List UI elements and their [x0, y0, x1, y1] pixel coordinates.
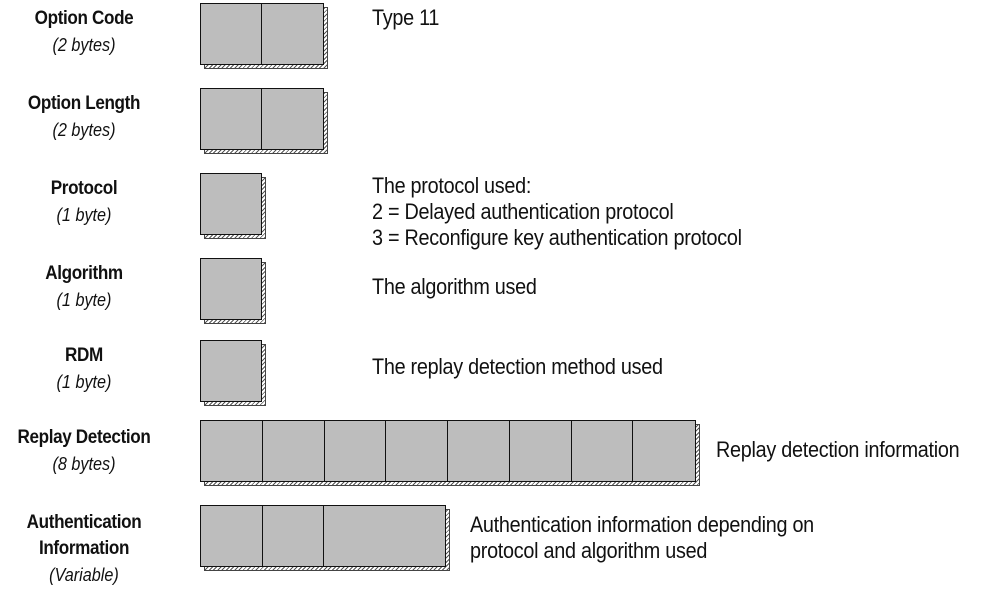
field-name: Authentication — [26, 512, 142, 533]
field-name: RDM — [65, 345, 103, 366]
octet-cell — [201, 89, 263, 149]
octet-box-replay-detection — [200, 420, 700, 486]
octet-cell — [571, 421, 634, 481]
description-line: Type 11 — [372, 5, 440, 30]
octet-cell — [201, 259, 261, 319]
octet-face — [200, 173, 262, 235]
description-line: Replay detection information — [716, 437, 960, 462]
octet-face — [200, 3, 324, 65]
field-label-protocol: Protocol (1 byte) — [0, 176, 168, 228]
description-line: Authentication information depending on — [470, 512, 814, 537]
field-size: (1 byte) — [56, 205, 112, 225]
description-line: The protocol used: — [372, 173, 532, 198]
octet-cell — [262, 89, 323, 149]
octet-cell — [262, 4, 323, 64]
field-label-option-length: Option Length (2 bytes) — [0, 91, 168, 143]
field-name: Protocol — [50, 178, 118, 199]
octet-cell — [509, 421, 572, 481]
description-line: 2 = Delayed authentication protocol — [372, 199, 674, 224]
octet-box-option-code — [200, 3, 328, 69]
octet-box-rdm — [200, 340, 266, 406]
field-name: Information — [38, 538, 130, 559]
octet-box-authentication-information — [200, 505, 450, 571]
field-description-algorithm: The algorithm used — [372, 274, 537, 300]
field-name: Replay Detection — [17, 427, 151, 448]
field-label-option-code: Option Code (2 bytes) — [0, 6, 168, 58]
description-line: 3 = Reconfigure key authentication proto… — [372, 225, 742, 250]
octet-face — [200, 258, 262, 320]
field-size: (2 bytes) — [52, 120, 116, 140]
field-size: (1 byte) — [56, 290, 112, 310]
octet-cell — [201, 421, 263, 481]
octet-cell — [386, 421, 448, 481]
field-description-rdm: The replay detection method used — [372, 354, 663, 380]
octet-cell — [201, 4, 263, 64]
octet-face — [200, 340, 262, 402]
octet-cell — [324, 506, 445, 566]
octet-cell — [201, 174, 261, 234]
description-line: protocol and algorithm used — [470, 538, 708, 563]
octet-cell — [633, 421, 695, 481]
octet-cell — [262, 506, 324, 566]
octet-box-algorithm — [200, 258, 266, 324]
field-name: Option Code — [34, 8, 134, 29]
octet-face — [200, 88, 324, 150]
field-description-protocol: The protocol used: 2 = Delayed authentica… — [372, 173, 742, 251]
octet-cell — [201, 506, 263, 566]
field-label-algorithm: Algorithm (1 byte) — [0, 261, 168, 313]
description-line: The algorithm used — [372, 274, 537, 299]
octet-face — [200, 505, 446, 567]
description-line: The replay detection method used — [372, 354, 663, 379]
field-description-option-code: Type 11 — [372, 5, 439, 31]
field-label-replay-detection: Replay Detection (8 bytes) — [0, 425, 168, 477]
field-label-rdm: RDM (1 byte) — [0, 343, 168, 395]
field-size: (1 byte) — [56, 372, 112, 392]
field-description-authentication-information: Authentication information depending on p… — [470, 512, 814, 564]
octet-cell — [324, 421, 387, 481]
field-description-replay-detection: Replay detection information — [716, 437, 960, 463]
field-name: Option Length — [27, 93, 141, 114]
field-size: (2 bytes) — [52, 35, 116, 55]
octet-cell — [262, 421, 325, 481]
octet-cell — [201, 341, 261, 401]
field-size: (Variable) — [49, 565, 119, 585]
octet-cell — [448, 421, 510, 481]
field-size: (8 bytes) — [52, 454, 116, 474]
octet-box-protocol — [200, 173, 266, 239]
field-label-authentication-information: Authentication Information (Variable) — [0, 510, 168, 588]
field-name: Algorithm — [45, 263, 123, 284]
octet-face — [200, 420, 696, 482]
octet-box-option-length — [200, 88, 328, 154]
